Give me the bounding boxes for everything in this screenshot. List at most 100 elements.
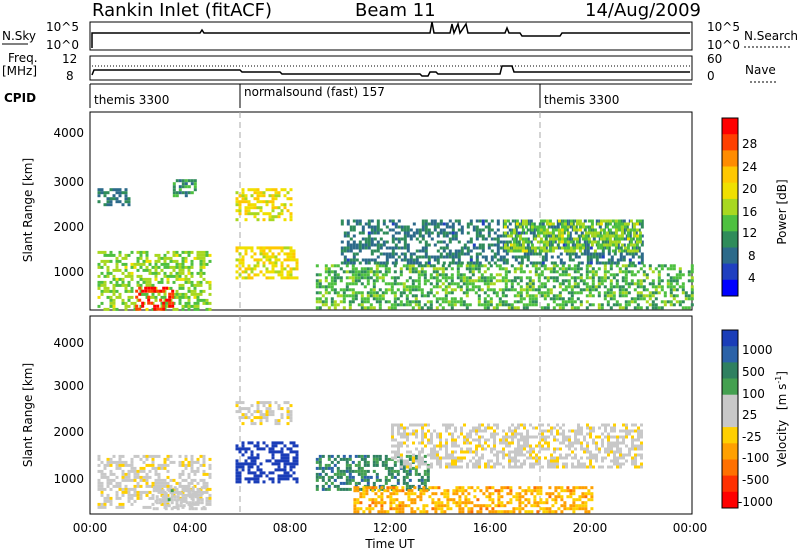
power-cell	[622, 237, 626, 241]
power-cell	[561, 303, 565, 307]
power-cell	[451, 261, 455, 265]
power-cell	[112, 289, 116, 293]
power-cell	[605, 234, 609, 238]
power-cell	[609, 267, 613, 271]
power-cell	[333, 303, 337, 307]
velocity-cell	[167, 498, 171, 502]
power-cell	[591, 270, 595, 274]
power-cell	[360, 270, 364, 274]
velocity-cell	[356, 486, 360, 490]
power-cell	[315, 297, 319, 301]
power-cell	[552, 300, 556, 304]
velocity-cell	[535, 462, 538, 466]
velocity-yticks: 4000 3000 2000 1000	[53, 336, 84, 486]
velocity-cell	[589, 450, 592, 454]
velocity-cell	[520, 447, 523, 451]
velocity-cell	[268, 471, 272, 475]
power-cell	[436, 249, 440, 253]
power-cell	[250, 188, 254, 192]
velocity-cell	[145, 490, 149, 494]
power-cell	[513, 267, 517, 271]
power-cell	[205, 280, 209, 284]
power-cell	[463, 246, 467, 250]
velocity-cell	[170, 492, 174, 496]
velocity-cell	[160, 463, 164, 467]
velocity-cell	[448, 423, 451, 427]
velocity-cell	[289, 474, 293, 478]
power-cell	[504, 270, 508, 274]
velocity-cell	[397, 432, 400, 436]
power-cell	[513, 279, 517, 283]
power-cell	[424, 240, 428, 244]
velocity-cell	[541, 447, 544, 451]
power-cell	[343, 255, 347, 259]
velocity-cell	[539, 489, 543, 493]
power-cell	[238, 200, 242, 204]
power-cell	[552, 297, 556, 301]
power-cell	[97, 280, 101, 284]
velocity-cell	[286, 413, 290, 417]
velocity-cell	[277, 450, 281, 454]
power-cell	[357, 273, 361, 277]
velocity-cell	[321, 475, 325, 479]
power-cell	[427, 222, 431, 226]
power-cell	[169, 274, 173, 278]
power-cell	[393, 303, 397, 307]
velocity-cell	[592, 438, 595, 442]
power-cell	[193, 179, 197, 183]
power-cell	[543, 306, 547, 310]
power-cell	[616, 258, 620, 262]
power-cell	[444, 294, 448, 298]
velocity-cell	[280, 453, 284, 457]
velocity-cell	[394, 456, 397, 460]
velocity-cell	[595, 456, 598, 460]
power-cell	[504, 303, 508, 307]
power-cell	[277, 194, 281, 198]
power-cell	[97, 191, 101, 195]
velocity-cell	[395, 489, 399, 493]
power-cell	[460, 261, 464, 265]
power-cell	[690, 276, 694, 280]
velocity-cell	[295, 450, 299, 454]
velocity-cell	[431, 492, 435, 496]
power-cell	[483, 270, 487, 274]
velocity-cell	[256, 401, 260, 405]
power-cell	[466, 261, 470, 265]
velocity-cell	[409, 450, 412, 454]
velocity-cell	[541, 465, 544, 469]
power-cell	[552, 264, 556, 268]
power-cell	[292, 252, 296, 256]
velocity-cell	[295, 459, 299, 463]
power-cell	[525, 288, 529, 292]
power-cell	[433, 255, 437, 259]
velocity-cell	[523, 447, 526, 451]
power-cell	[318, 273, 322, 277]
power-cell	[532, 234, 536, 238]
power-cell	[417, 276, 421, 280]
velocity-cell	[598, 465, 601, 469]
power-cell	[477, 288, 481, 292]
power-cell	[178, 295, 182, 299]
power-cell	[508, 240, 512, 244]
velocity-cell	[235, 471, 239, 475]
power-cell	[589, 228, 593, 232]
velocity-cell	[136, 490, 140, 494]
power-cell	[543, 294, 547, 298]
power-cell	[424, 225, 428, 229]
power-cell	[420, 273, 424, 277]
velocity-cell	[363, 460, 367, 464]
velocity-cell	[451, 435, 454, 439]
power-cell	[405, 285, 409, 289]
power-cell	[265, 246, 269, 250]
power-cell	[512, 249, 516, 253]
velocity-cell	[508, 444, 511, 448]
velocity-cell	[244, 459, 248, 463]
power-cell	[381, 276, 385, 280]
velocity-cell	[475, 450, 478, 454]
cpid-segment-3: themis 3300	[544, 93, 619, 107]
power-cell	[554, 237, 558, 241]
velocity-cell	[277, 407, 281, 411]
velocity-cell	[250, 471, 254, 475]
power-cell	[472, 243, 476, 247]
velocity-cell	[524, 510, 528, 514]
